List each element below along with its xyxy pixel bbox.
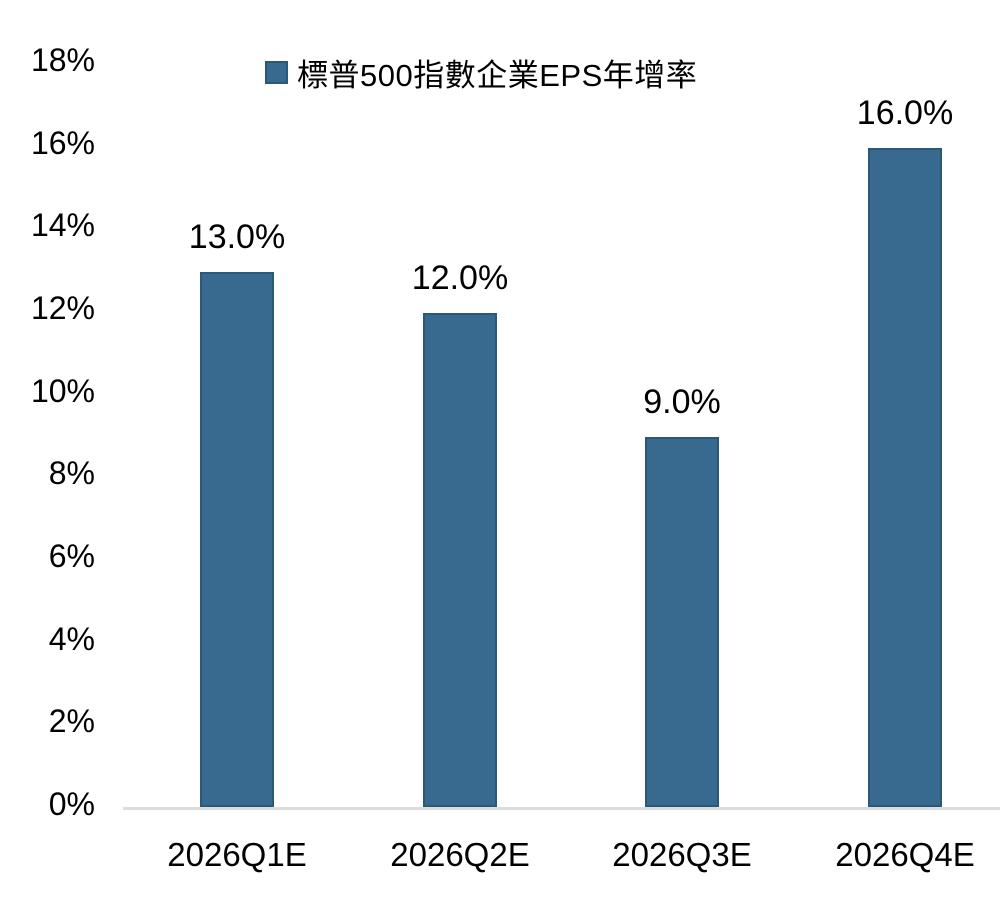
y-tick-label: 18% xyxy=(30,42,95,78)
x-tick-label-2026Q1E: 2026Q1E xyxy=(167,836,307,873)
bar-2026Q3E xyxy=(645,437,719,807)
chart-legend: 標普500指數企業EPS年增率 xyxy=(265,50,697,95)
legend-square-icon xyxy=(265,61,288,84)
bar-value-label: 12.0% xyxy=(411,259,509,297)
bar-2026Q4E xyxy=(868,147,942,807)
y-tick-label: 2% xyxy=(48,703,95,740)
bar-value-label: 16.0% xyxy=(856,93,954,132)
y-tick-label: 4% xyxy=(48,620,95,657)
bar-value-label: 9.0% xyxy=(643,383,721,421)
y-tick-label: 6% xyxy=(48,538,95,574)
x-tick-label-2026Q3E: 2026Q3E xyxy=(612,836,752,873)
y-tick-label: 0% xyxy=(48,786,95,822)
x-tick-label-2026Q2E: 2026Q2E xyxy=(390,836,530,873)
bar-value-label: 13.0% xyxy=(188,217,286,256)
y-tick-label: 8% xyxy=(48,455,95,492)
bar-2026Q2E xyxy=(423,313,497,807)
x-axis-line xyxy=(123,807,1000,810)
y-tick-label: 12% xyxy=(30,290,95,326)
y-tick-label: 14% xyxy=(30,207,95,244)
y-tick-label: 16% xyxy=(30,124,95,161)
bar-2026Q1E xyxy=(200,271,274,807)
legend-label: 標普500指數企業EPS年增率 xyxy=(297,58,698,93)
y-tick-label: 10% xyxy=(30,372,95,409)
x-tick-label-2026Q4E: 2026Q4E xyxy=(835,836,975,873)
